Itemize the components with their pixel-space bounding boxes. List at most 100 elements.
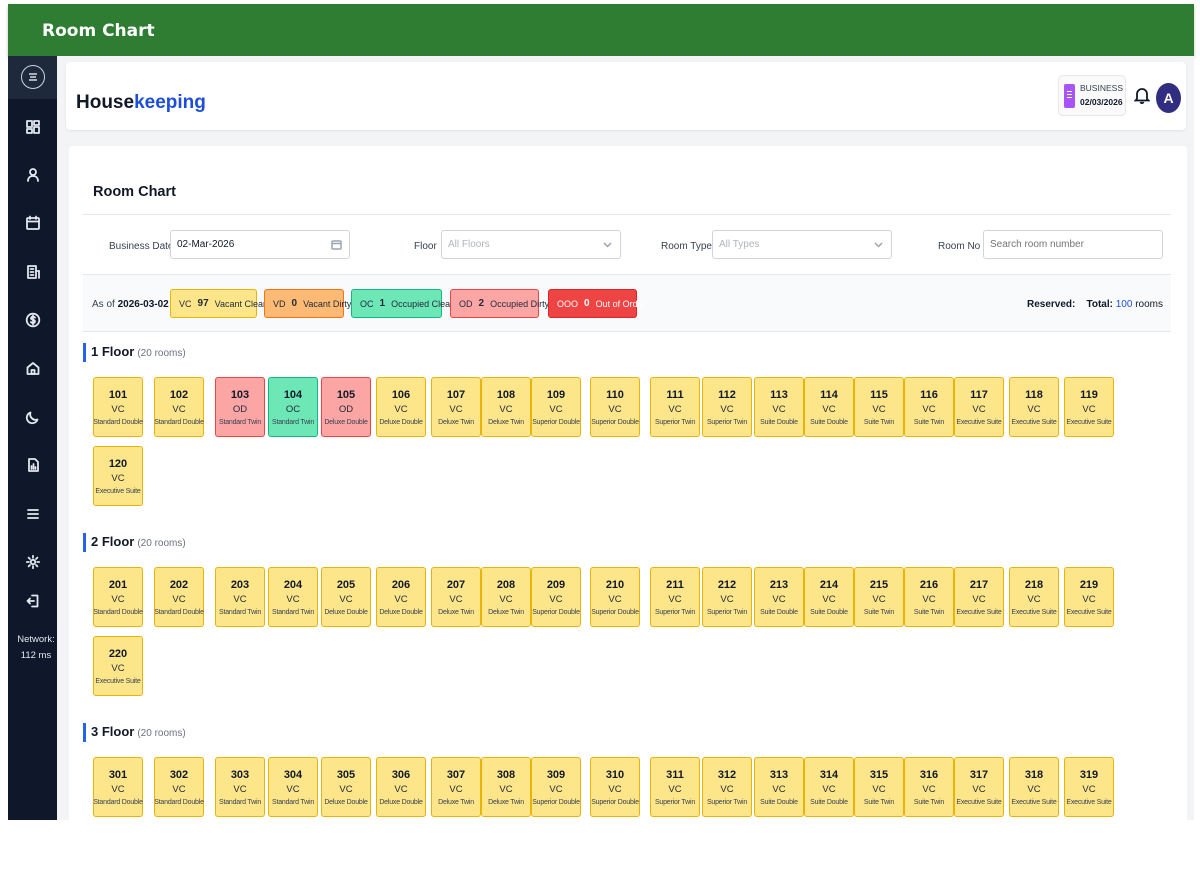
room-card[interactable]: 303 VC Standard Twin — [215, 757, 265, 817]
room-card[interactable]: 208 VC Deluxe Twin — [481, 567, 531, 627]
room-card[interactable]: 308 VC Deluxe Twin — [481, 757, 531, 817]
room-card[interactable]: 318 VC Executive Suite — [1009, 757, 1059, 817]
room-card[interactable]: 115 VC Suite Twin — [854, 377, 904, 437]
room-number: 110 — [606, 389, 624, 401]
room-card[interactable]: 313 VC Suite Double — [754, 757, 804, 817]
room-number: 217 — [969, 579, 989, 591]
room-card[interactable]: 201 VC Standard Double — [93, 567, 143, 627]
room-number: 106 — [391, 389, 411, 401]
room-card[interactable]: 319 VC Executive Suite — [1064, 757, 1114, 817]
room-status: VC — [720, 784, 734, 795]
room-card[interactable]: 212 VC Superior Twin — [702, 567, 752, 627]
business-date: 02/03/2026 — [1080, 97, 1123, 107]
room-card[interactable]: 307 VC Deluxe Twin — [431, 757, 481, 817]
room-card[interactable]: 207 VC Deluxe Twin — [431, 567, 481, 627]
room-card[interactable]: 309 VC Superior Double — [531, 757, 581, 817]
room-card[interactable]: 305 VC Deluxe Double — [321, 757, 371, 817]
room-card[interactable]: 301 VC Standard Double — [93, 757, 143, 817]
room-card[interactable]: 310 VC Superior Double — [590, 757, 640, 817]
room-card[interactable]: 109 VC Superior Double — [531, 377, 581, 437]
room-card[interactable]: 306 VC Deluxe Double — [376, 757, 426, 817]
room-card[interactable]: 103 OD Standard Twin — [215, 377, 265, 437]
room-card[interactable]: 107 VC Deluxe Twin — [431, 377, 481, 437]
status-pill-vc[interactable]: VC 97 Vacant Clean — [170, 289, 268, 318]
avatar[interactable]: A — [1156, 83, 1181, 113]
logout-icon[interactable] — [23, 591, 43, 611]
sidebar-menu-area — [8, 56, 57, 99]
room-card[interactable]: 118 VC Executive Suite — [1009, 377, 1059, 437]
room-card[interactable]: 206 VC Deluxe Double — [376, 567, 426, 627]
room-card[interactable]: 108 VC Deluxe Twin — [481, 377, 531, 437]
room-card[interactable]: 205 VC Deluxe Double — [321, 567, 371, 627]
room-card[interactable]: 111 VC Superior Twin — [650, 377, 700, 437]
room-card[interactable]: 203 VC Standard Twin — [215, 567, 265, 627]
room-card[interactable]: 204 VC Standard Twin — [268, 567, 318, 627]
room-card[interactable]: 304 VC Standard Twin — [268, 757, 318, 817]
room-card[interactable]: 209 VC Superior Double — [531, 567, 581, 627]
room-card[interactable]: 117 VC Executive Suite — [954, 377, 1004, 437]
room-card[interactable]: 317 VC Executive Suite — [954, 757, 1004, 817]
business-date-badge[interactable]: BUSINESS 02/03/2026 — [1058, 75, 1126, 116]
room-card[interactable]: 220 VC Executive Suite — [93, 636, 143, 696]
status-pill-vd[interactable]: VD 0 Vacant Dirty — [264, 289, 351, 318]
room-card[interactable]: 316 VC Suite Twin — [904, 757, 954, 817]
room-card[interactable]: 102 VC Standard Double — [154, 377, 204, 437]
building-icon[interactable] — [23, 262, 43, 282]
room-card[interactable]: 314 VC Suite Double — [804, 757, 854, 817]
room-type-select[interactable]: All Types — [712, 230, 892, 259]
status-pill-oc[interactable]: OC 1 Occupied Clean — [351, 289, 455, 318]
report-icon[interactable] — [23, 455, 43, 475]
room-status: VC — [772, 784, 786, 795]
room-no-input[interactable] — [983, 230, 1163, 259]
menu-icon[interactable] — [21, 65, 45, 89]
business-date-input[interactable]: 02-Mar-2026 — [170, 230, 350, 259]
bell-icon[interactable] — [1133, 86, 1151, 104]
room-card[interactable]: 216 VC Suite Twin — [904, 567, 954, 627]
list-icon[interactable] — [23, 504, 43, 524]
home-icon[interactable] — [23, 358, 43, 378]
room-card[interactable]: 315 VC Suite Twin — [854, 757, 904, 817]
room-card[interactable]: 311 VC Superior Twin — [650, 757, 700, 817]
room-card[interactable]: 202 VC Standard Double — [154, 567, 204, 627]
status-pill-od[interactable]: OD 2 Occupied Dirty — [450, 289, 549, 318]
room-card[interactable]: 105 OD Deluxe Double — [321, 377, 371, 437]
room-card[interactable]: 210 VC Superior Double — [590, 567, 640, 627]
settings-icon[interactable] — [23, 552, 43, 572]
dashboard-icon[interactable] — [23, 117, 43, 137]
room-card[interactable]: 112 VC Superior Twin — [702, 377, 752, 437]
room-card[interactable]: 302 VC Standard Double — [154, 757, 204, 817]
room-card[interactable]: 116 VC Suite Twin — [904, 377, 954, 437]
room-type: Deluxe Twin — [438, 799, 474, 806]
room-card[interactable]: 104 OC Standard Twin — [268, 377, 318, 437]
room-card[interactable]: 114 VC Suite Double — [804, 377, 854, 437]
room-number: 219 — [1079, 579, 1099, 591]
room-card[interactable]: 213 VC Suite Double — [754, 567, 804, 627]
moon-icon[interactable] — [23, 407, 43, 427]
dollar-icon[interactable] — [23, 310, 43, 330]
room-status: VC — [449, 784, 463, 795]
room-card[interactable]: 211 VC Superior Twin — [650, 567, 700, 627]
user-icon[interactable] — [23, 165, 43, 185]
room-card[interactable]: 120 VC Executive Suite — [93, 446, 143, 506]
room-card[interactable]: 215 VC Suite Twin — [854, 567, 904, 627]
room-type: Superior Twin — [706, 419, 748, 426]
status-pill-ooo[interactable]: OOO 0 Out of Order — [548, 289, 646, 318]
floor-select[interactable]: All Floors — [441, 230, 621, 259]
room-card[interactable]: 119 VC Executive Suite — [1064, 377, 1114, 437]
room-number: 212 — [717, 579, 737, 591]
room-status: VC — [822, 784, 836, 795]
room-card[interactable]: 113 VC Suite Double — [754, 377, 804, 437]
room-card[interactable]: 219 VC Executive Suite — [1064, 567, 1114, 627]
room-type: Standard Double — [154, 609, 204, 616]
calendar-icon[interactable] — [23, 213, 43, 233]
room-card[interactable]: 217 VC Executive Suite — [954, 567, 1004, 627]
room-card[interactable]: 312 VC Superior Twin — [702, 757, 752, 817]
room-card[interactable]: 106 VC Deluxe Double — [376, 377, 426, 437]
room-type: Standard Twin — [218, 609, 262, 616]
room-type: Standard Double — [154, 419, 204, 426]
room-card[interactable]: 101 VC Standard Double — [93, 377, 143, 437]
room-card[interactable]: 110 VC Superior Double — [590, 377, 640, 437]
room-card[interactable]: 214 VC Suite Double — [804, 567, 854, 627]
room-card[interactable]: 218 VC Executive Suite — [1009, 567, 1059, 627]
room-status: VC — [286, 594, 300, 605]
